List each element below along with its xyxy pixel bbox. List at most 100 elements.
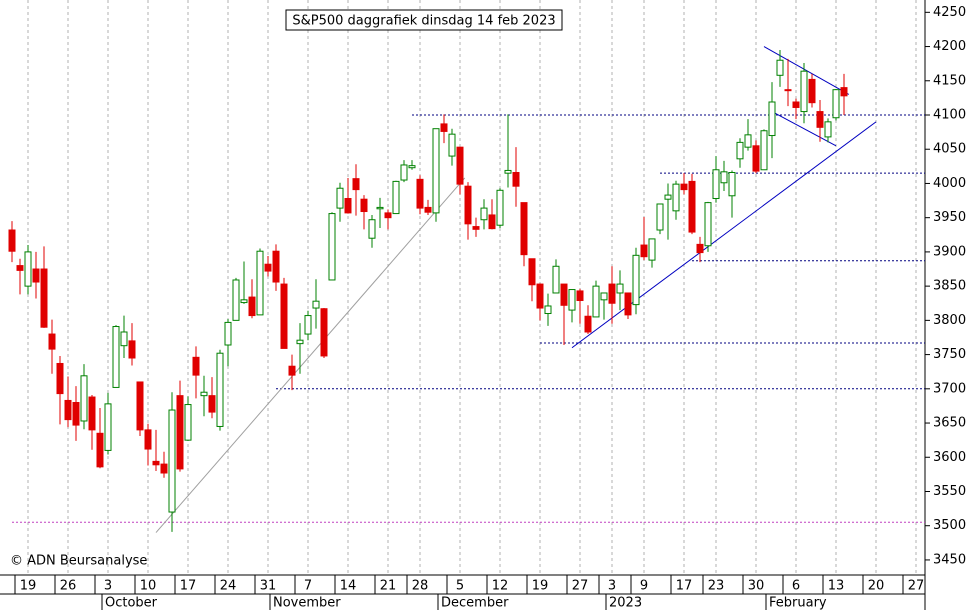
candle-body xyxy=(616,283,624,294)
x-tick-label: 23 xyxy=(708,579,725,594)
candle-body xyxy=(568,289,576,311)
candle-body xyxy=(72,402,80,426)
candle-body xyxy=(608,283,616,304)
x-tick-label: 10 xyxy=(140,579,157,594)
chart-title: S&P500 daggrafiek dinsdag 14 feb 2023 xyxy=(292,14,555,29)
x-tick-label: 17 xyxy=(180,579,197,594)
candle-body xyxy=(512,172,520,187)
candle-body xyxy=(704,202,712,247)
candle-body xyxy=(632,254,640,306)
x-tick-label: 9 xyxy=(640,579,648,594)
candle-body xyxy=(760,130,768,171)
candle-body xyxy=(432,128,440,214)
candle-body xyxy=(48,333,56,350)
candle-body xyxy=(456,146,464,185)
candle-body xyxy=(240,299,248,304)
candle-body xyxy=(16,265,24,271)
candle-body xyxy=(200,391,208,397)
candle-body xyxy=(672,183,680,212)
candle-body xyxy=(792,101,800,108)
candle-body xyxy=(288,365,296,376)
candle-body xyxy=(800,70,808,113)
y-tick-label: 4250 xyxy=(933,5,966,20)
candle-body xyxy=(344,198,352,214)
candle-body xyxy=(712,169,720,200)
x-tick-label: 26 xyxy=(60,579,77,594)
month-label: October xyxy=(105,596,158,610)
y-tick-label: 3500 xyxy=(933,518,966,533)
trendline xyxy=(763,46,850,95)
y-tick-label: 3800 xyxy=(933,313,966,328)
candle-body xyxy=(224,321,232,346)
candle-body xyxy=(728,172,736,197)
x-tick-label: 3 xyxy=(104,579,112,594)
candle-body xyxy=(368,219,376,239)
candle-body xyxy=(720,171,728,184)
candle-body xyxy=(376,206,384,210)
candle-body xyxy=(640,244,648,258)
x-tick-label: 12 xyxy=(492,579,509,594)
x-tick-label: 5 xyxy=(456,579,464,594)
candle-body xyxy=(144,429,152,450)
candle-body xyxy=(64,399,72,421)
candle-body xyxy=(296,339,304,345)
candle-body xyxy=(664,194,672,200)
candle-body xyxy=(272,250,280,283)
candle-body xyxy=(384,212,392,219)
candle-body xyxy=(96,432,104,468)
candle-body xyxy=(648,238,656,261)
y-tick-label: 4000 xyxy=(933,176,966,191)
title-box xyxy=(285,9,563,31)
plot xyxy=(8,46,925,533)
trendline xyxy=(155,177,466,533)
candle-body xyxy=(256,250,264,316)
candle-body xyxy=(32,268,40,283)
candle-body xyxy=(408,165,416,169)
candle-body xyxy=(832,89,840,119)
candle-body xyxy=(504,169,512,174)
x-tick-label: 13 xyxy=(828,579,845,594)
candle-body xyxy=(752,145,760,172)
candle-body xyxy=(416,178,424,209)
y-tick-label: 3700 xyxy=(933,381,966,396)
candle-body xyxy=(624,292,632,316)
candle-body xyxy=(192,356,200,376)
candle-body xyxy=(120,331,128,347)
y-tick-label: 3900 xyxy=(933,244,966,259)
y-tick-label: 3550 xyxy=(933,484,966,499)
candle-body xyxy=(176,395,184,470)
x-tick-label: 7 xyxy=(304,579,312,594)
y-tick-label: 3850 xyxy=(933,279,966,294)
candle-body xyxy=(392,180,400,215)
candle-body xyxy=(304,315,312,335)
trendline xyxy=(571,121,877,349)
candle-body xyxy=(112,326,120,388)
y-tick-label: 3600 xyxy=(933,450,966,465)
candle-body xyxy=(168,409,176,513)
candle-body xyxy=(736,141,744,160)
candle-body xyxy=(352,178,360,191)
candle-body xyxy=(584,315,592,333)
candle-body xyxy=(544,305,552,315)
candle-body xyxy=(280,283,288,349)
candle-body xyxy=(488,214,496,230)
candle-body xyxy=(24,251,32,287)
candle-body xyxy=(360,198,368,213)
candle-body xyxy=(816,111,824,128)
month-label: February xyxy=(769,596,827,610)
candle-body xyxy=(440,123,448,132)
x-tick-label: 19 xyxy=(532,579,549,594)
candle-body xyxy=(528,258,536,286)
candle-body xyxy=(104,403,112,451)
month-label: December xyxy=(441,596,509,610)
candle-body xyxy=(480,207,488,221)
y-tick-label: 3750 xyxy=(933,347,966,362)
x-tick-label: 27 xyxy=(908,579,925,594)
y-tick-label: 4200 xyxy=(933,39,966,54)
month-label: November xyxy=(273,596,341,610)
candle-body xyxy=(448,133,456,157)
candle-body xyxy=(536,283,544,309)
candle-body xyxy=(808,78,816,104)
